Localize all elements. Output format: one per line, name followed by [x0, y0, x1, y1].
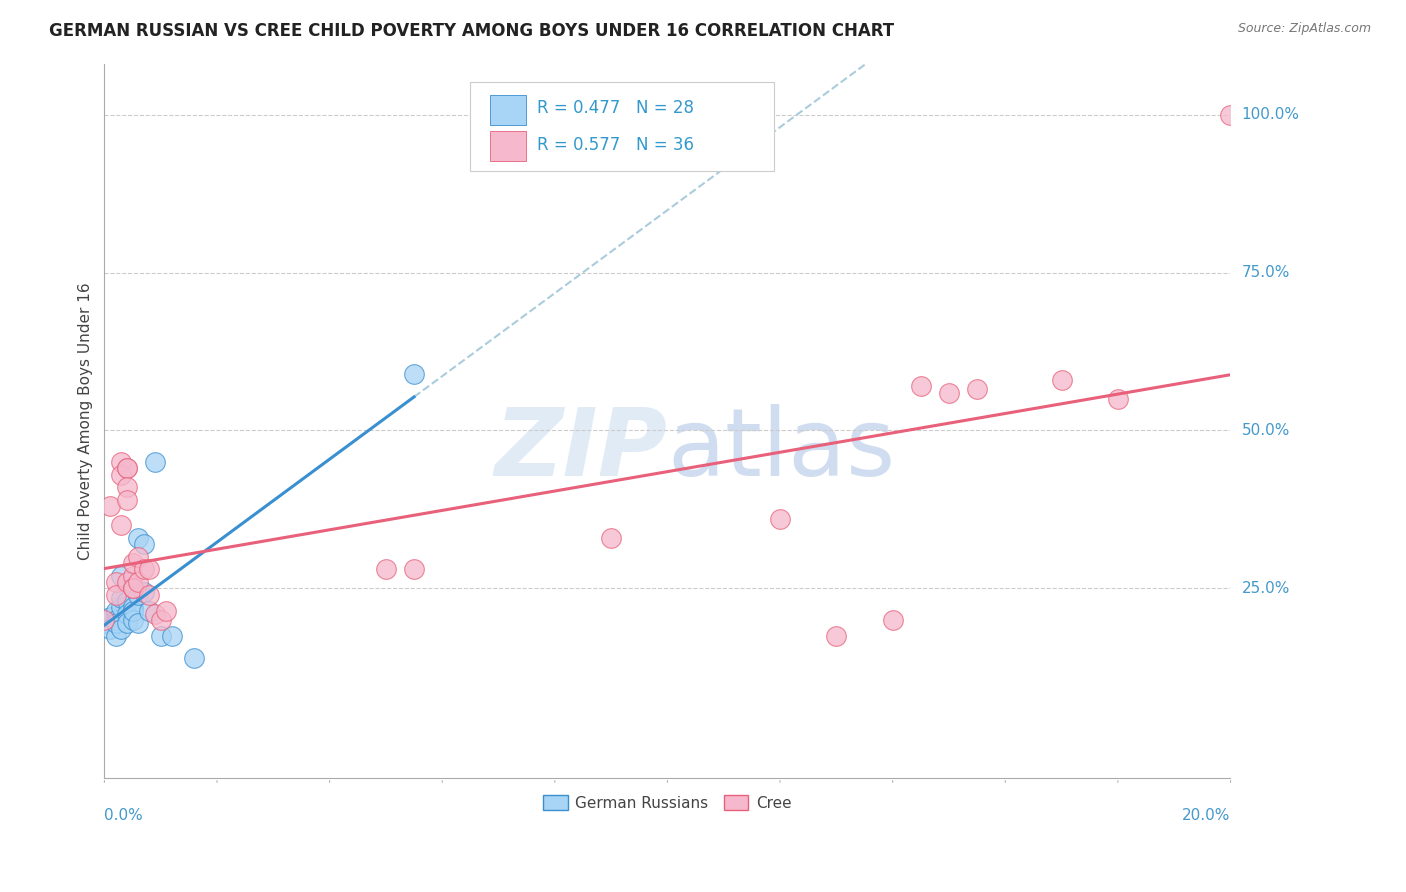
Point: [110, 467, 132, 482]
Point: [1219, 107, 1241, 121]
Text: 0.0%: 0.0%: [104, 808, 143, 823]
Point: [127, 549, 149, 564]
FancyBboxPatch shape: [489, 95, 526, 125]
Point: [138, 588, 160, 602]
Point: [138, 562, 160, 576]
Point: [1107, 392, 1129, 406]
Text: 75.0%: 75.0%: [1241, 265, 1289, 280]
Point: [121, 556, 143, 570]
Point: [825, 629, 848, 643]
Point: [938, 385, 960, 400]
Point: [104, 613, 127, 627]
Point: [600, 531, 623, 545]
Point: [121, 568, 143, 582]
Text: GERMAN RUSSIAN VS CREE CHILD POVERTY AMONG BOYS UNDER 16 CORRELATION CHART: GERMAN RUSSIAN VS CREE CHILD POVERTY AMO…: [49, 22, 894, 40]
Point: [138, 603, 160, 617]
Point: [110, 623, 132, 637]
Point: [115, 492, 138, 507]
Point: [98, 623, 121, 637]
Point: [110, 455, 132, 469]
Point: [115, 461, 138, 475]
Point: [160, 629, 183, 643]
Point: [132, 584, 155, 599]
Point: [127, 616, 149, 631]
Point: [104, 588, 127, 602]
Point: [127, 531, 149, 545]
Point: [402, 562, 425, 576]
Legend: German Russians, Cree: German Russians, Cree: [537, 789, 797, 817]
Text: R = 0.577   N = 36: R = 0.577 N = 36: [537, 136, 693, 153]
Point: [966, 383, 988, 397]
Text: R = 0.477   N = 28: R = 0.477 N = 28: [537, 100, 693, 118]
Point: [374, 562, 396, 576]
Point: [132, 562, 155, 576]
Y-axis label: Child Poverty Among Boys Under 16: Child Poverty Among Boys Under 16: [79, 282, 93, 560]
Point: [104, 603, 127, 617]
Point: [115, 594, 138, 608]
Point: [115, 480, 138, 494]
Point: [127, 588, 149, 602]
Point: [143, 607, 166, 621]
Point: [98, 610, 121, 624]
Point: [132, 537, 155, 551]
FancyBboxPatch shape: [471, 82, 775, 171]
Point: [402, 367, 425, 381]
Point: [121, 613, 143, 627]
Point: [110, 591, 132, 605]
Text: 50.0%: 50.0%: [1241, 423, 1289, 438]
Point: [127, 575, 149, 590]
Point: [121, 600, 143, 615]
FancyBboxPatch shape: [489, 131, 526, 161]
Point: [143, 455, 166, 469]
Point: [1050, 373, 1073, 387]
Point: [115, 607, 138, 621]
Point: [149, 629, 172, 643]
Point: [110, 600, 132, 615]
Point: [121, 582, 143, 596]
Point: [104, 575, 127, 590]
Point: [98, 500, 121, 514]
Point: [121, 582, 143, 596]
Point: [882, 613, 904, 627]
Text: 100.0%: 100.0%: [1241, 107, 1299, 122]
Point: [121, 603, 143, 617]
Point: [104, 616, 127, 631]
Point: [910, 379, 932, 393]
Point: [115, 461, 138, 475]
Point: [93, 616, 115, 631]
Point: [183, 651, 205, 665]
Text: Source: ZipAtlas.com: Source: ZipAtlas.com: [1237, 22, 1371, 36]
Text: 20.0%: 20.0%: [1182, 808, 1230, 823]
Point: [110, 518, 132, 533]
Point: [93, 613, 115, 627]
Point: [769, 512, 792, 526]
Point: [110, 568, 132, 582]
Text: ZIP: ZIP: [495, 403, 668, 496]
Point: [155, 603, 177, 617]
Text: atlas: atlas: [668, 403, 896, 496]
Point: [115, 616, 138, 631]
Point: [115, 575, 138, 590]
Point: [149, 613, 172, 627]
Text: 25.0%: 25.0%: [1241, 581, 1289, 596]
Point: [104, 629, 127, 643]
